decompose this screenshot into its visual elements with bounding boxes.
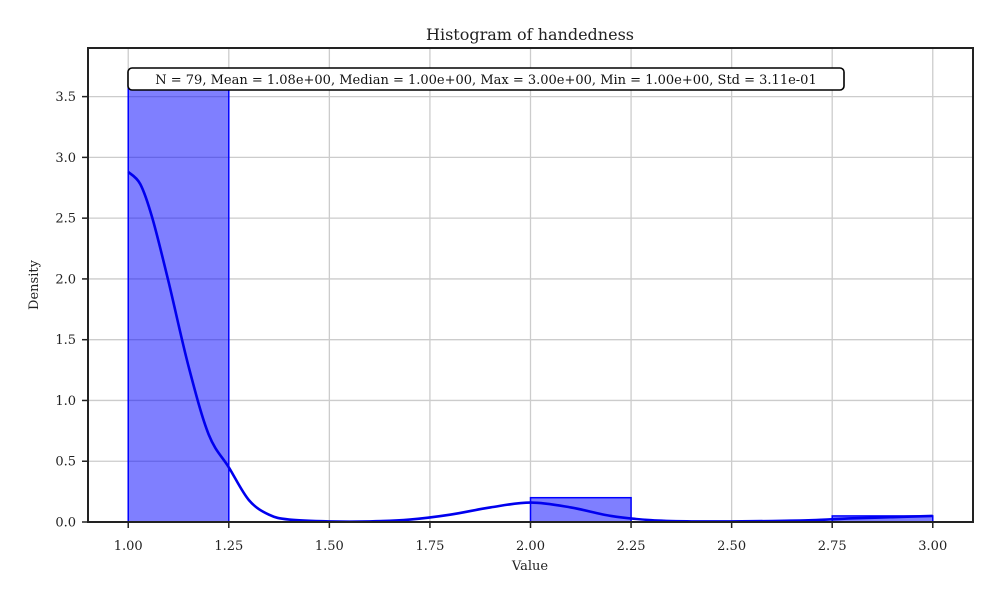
histogram-bar-0 <box>127 83 230 523</box>
y-axis-label: Density <box>27 259 42 310</box>
y-tick-label: 2.0 <box>55 272 76 287</box>
x-axis-ticks: 1.00 1.25 1.50 1.75 2.00 2.25 2.50 2.75 3.00 <box>114 522 947 554</box>
grid <box>88 48 973 523</box>
chart-title: Histogram of handedness <box>426 25 634 44</box>
y-tick-label: 1.5 <box>55 333 76 348</box>
x-axis-label: Value <box>511 559 548 574</box>
y-tick-label: 0.5 <box>55 455 76 470</box>
x-tick-label: 1.00 <box>114 539 143 554</box>
x-tick-label: 2.00 <box>516 539 545 554</box>
y-tick-label: 3.0 <box>55 151 76 166</box>
stats-text: N = 79, Mean = 1.08e+00, Median = 1.00e+… <box>155 73 816 88</box>
stats-box <box>127 67 845 91</box>
y-tick-label: 1.0 <box>55 394 76 409</box>
x-tick-label: 1.75 <box>415 539 444 554</box>
y-tick-label: 2.5 <box>55 212 76 227</box>
x-tick-label: 1.25 <box>214 539 243 554</box>
x-tick-label: 2.25 <box>617 539 646 554</box>
y-axis-ticks: 0.0 0.5 1.0 1.5 2.0 2.5 3.0 3.5 <box>55 90 88 531</box>
x-tick-label: 2.50 <box>717 539 746 554</box>
x-tick-label: 2.75 <box>818 539 847 554</box>
y-tick-label: 0.0 <box>55 516 76 531</box>
x-tick-label: 3.00 <box>918 539 947 554</box>
x-tick-label: 1.50 <box>315 539 344 554</box>
y-tick-label: 3.5 <box>55 90 76 105</box>
stats-annotation: N = 79, Mean = 1.08e+00, Median = 1.00e+… <box>127 67 845 91</box>
